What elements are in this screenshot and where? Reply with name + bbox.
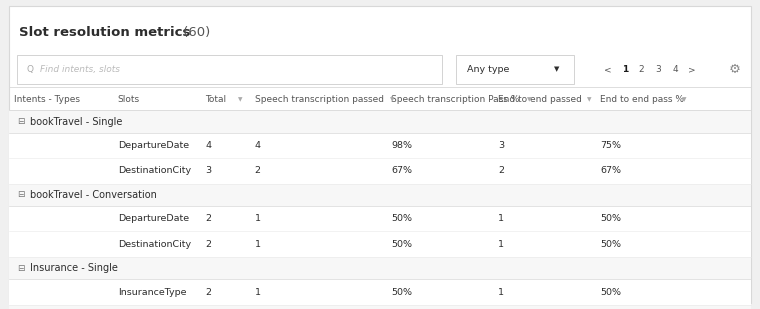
Text: InsuranceType: InsuranceType	[118, 287, 186, 297]
Text: 3: 3	[205, 166, 211, 176]
Text: 1: 1	[255, 214, 261, 223]
Text: Speech transcription passed: Speech transcription passed	[255, 95, 384, 104]
Text: 2: 2	[205, 287, 211, 297]
Text: End to end pass %: End to end pass %	[600, 95, 685, 104]
Text: ▼: ▼	[682, 97, 687, 102]
Text: ▼: ▼	[390, 97, 394, 102]
Text: <: <	[604, 65, 612, 74]
Text: 2: 2	[255, 166, 261, 176]
Text: 1: 1	[622, 65, 628, 74]
Bar	[17, 55, 442, 84]
Text: 50%: 50%	[600, 214, 622, 223]
Text: 3: 3	[498, 141, 504, 150]
Bar	[9, 158, 751, 184]
Bar	[9, 206, 751, 231]
Bar	[9, 184, 751, 206]
Text: 50%: 50%	[600, 287, 622, 297]
Text: Find intents, slots: Find intents, slots	[40, 65, 119, 74]
Bar	[9, 133, 751, 158]
Text: 1: 1	[498, 214, 504, 223]
Text: DepartureDate: DepartureDate	[118, 214, 189, 223]
Text: 67%: 67%	[600, 166, 622, 176]
Text: bookTravel - Single: bookTravel - Single	[30, 116, 123, 127]
Text: 1: 1	[255, 287, 261, 297]
Bar	[456, 55, 574, 84]
Text: 98%: 98%	[391, 141, 413, 150]
Text: 1: 1	[498, 239, 504, 249]
Text: 1: 1	[498, 287, 504, 297]
Text: (60): (60)	[179, 26, 211, 39]
Bar	[9, 279, 751, 305]
Text: 2: 2	[638, 65, 644, 74]
Text: ▼: ▼	[238, 97, 242, 102]
Bar	[9, 257, 751, 279]
Text: DestinationCity: DestinationCity	[118, 239, 191, 249]
Text: >: >	[688, 65, 695, 74]
Text: 75%: 75%	[600, 141, 622, 150]
Text: 1: 1	[255, 239, 261, 249]
Text: 4: 4	[672, 65, 678, 74]
Text: ▼: ▼	[527, 97, 531, 102]
Text: 3: 3	[655, 65, 661, 74]
Text: ⚙: ⚙	[728, 63, 740, 76]
Text: DepartureDate: DepartureDate	[118, 141, 189, 150]
Text: 50%: 50%	[391, 287, 413, 297]
Text: 50%: 50%	[391, 239, 413, 249]
Text: End to end passed: End to end passed	[498, 95, 581, 104]
Text: Intents - Types: Intents - Types	[14, 95, 80, 104]
Bar	[9, 231, 751, 257]
Text: ▼: ▼	[554, 66, 560, 73]
Text: Q: Q	[27, 65, 33, 74]
Text: Speech transcription Pass %: Speech transcription Pass %	[391, 95, 520, 104]
Text: DestinationCity: DestinationCity	[118, 166, 191, 176]
Text: 2: 2	[498, 166, 504, 176]
Text: Insurance - Single: Insurance - Single	[30, 263, 119, 273]
Bar	[9, 305, 751, 309]
Text: 50%: 50%	[391, 214, 413, 223]
Text: 4: 4	[255, 141, 261, 150]
Text: Any type: Any type	[467, 65, 510, 74]
Text: ⊟: ⊟	[17, 117, 24, 126]
Bar	[9, 110, 751, 133]
Text: 2: 2	[205, 239, 211, 249]
Text: Slot resolution metrics: Slot resolution metrics	[19, 26, 190, 39]
Text: ⊟: ⊟	[17, 264, 24, 273]
Text: bookTravel - Conversation: bookTravel - Conversation	[30, 190, 157, 200]
Text: 67%: 67%	[391, 166, 413, 176]
Text: 4: 4	[205, 141, 211, 150]
Text: ▼: ▼	[587, 97, 592, 102]
Text: Total: Total	[205, 95, 226, 104]
Text: Slots: Slots	[118, 95, 140, 104]
Text: 2: 2	[205, 214, 211, 223]
Text: ⊟: ⊟	[17, 190, 24, 199]
Text: 50%: 50%	[600, 239, 622, 249]
